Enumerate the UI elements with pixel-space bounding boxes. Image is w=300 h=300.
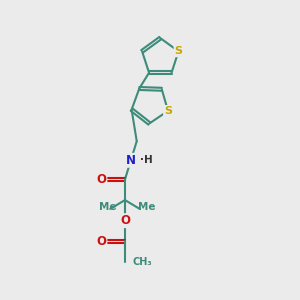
- Text: N: N: [126, 154, 136, 167]
- Text: O: O: [120, 214, 130, 227]
- Text: S: S: [175, 46, 182, 56]
- Text: O: O: [96, 173, 106, 186]
- Text: O: O: [96, 235, 106, 248]
- Text: Me: Me: [138, 202, 156, 212]
- Text: Me: Me: [99, 202, 116, 212]
- Text: CH₃: CH₃: [132, 257, 152, 267]
- Text: ·H: ·H: [140, 155, 153, 165]
- Text: S: S: [164, 106, 172, 116]
